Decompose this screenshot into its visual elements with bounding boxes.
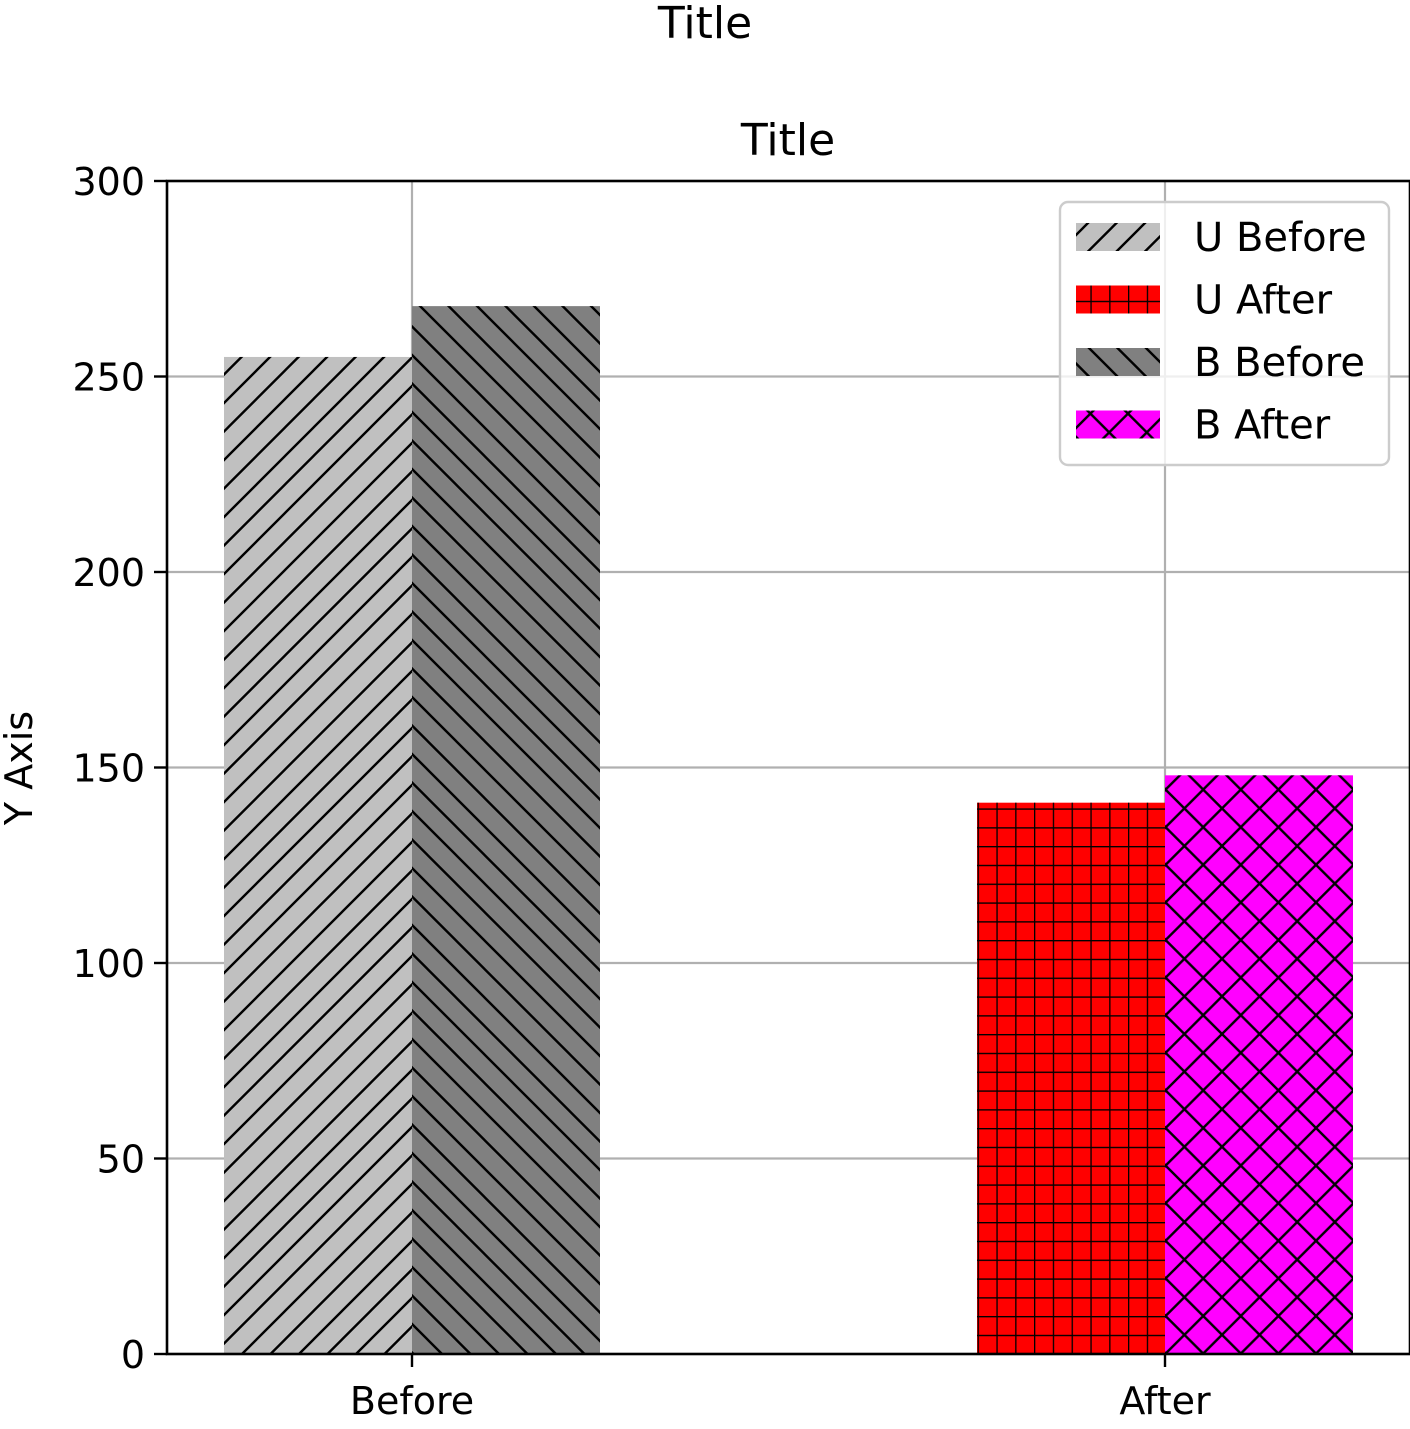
legend-label-b-after: B After bbox=[1194, 403, 1331, 449]
bars bbox=[224, 306, 1353, 1354]
x-tick-label: Before bbox=[350, 1379, 474, 1423]
legend-label-u-before: U Before bbox=[1194, 215, 1367, 261]
y-tick-label: 100 bbox=[72, 942, 145, 986]
bar-hatch-b-before bbox=[412, 306, 600, 1354]
legend-label-b-before: B Before bbox=[1194, 340, 1365, 386]
bar-hatch-b-after bbox=[1165, 775, 1353, 1354]
legend-swatch-hatch-u-after bbox=[1076, 285, 1160, 314]
y-tick-label: 200 bbox=[72, 551, 145, 595]
chart-title: Title bbox=[740, 115, 835, 166]
legend-box bbox=[1058, 200, 1391, 467]
bar-hatch-u-after bbox=[977, 802, 1165, 1354]
legend-swatch-hatch-u-before bbox=[1076, 223, 1160, 251]
figure-suptitle: Title bbox=[657, 0, 752, 49]
y-tick-label: 300 bbox=[72, 160, 145, 204]
tick-labels: 0 50 100 150 200 250 300 Before After bbox=[72, 160, 1211, 1423]
x-tick-label: After bbox=[1119, 1379, 1211, 1423]
legend-label-u-after: U After bbox=[1194, 278, 1333, 324]
legend-swatch-hatch-b-after bbox=[1076, 410, 1160, 439]
y-tick-label: 0 bbox=[121, 1333, 145, 1377]
y-tick-label: 250 bbox=[72, 356, 145, 400]
bar-hatch-u-before bbox=[224, 356, 412, 1354]
y-axis-label: Y Axis bbox=[0, 711, 41, 826]
y-tick-label: 150 bbox=[72, 747, 145, 791]
y-tick-label: 50 bbox=[97, 1138, 145, 1182]
legend: U Before U After B Before B After bbox=[1058, 200, 1391, 467]
legend-swatch-hatch-b-before bbox=[1076, 348, 1160, 376]
